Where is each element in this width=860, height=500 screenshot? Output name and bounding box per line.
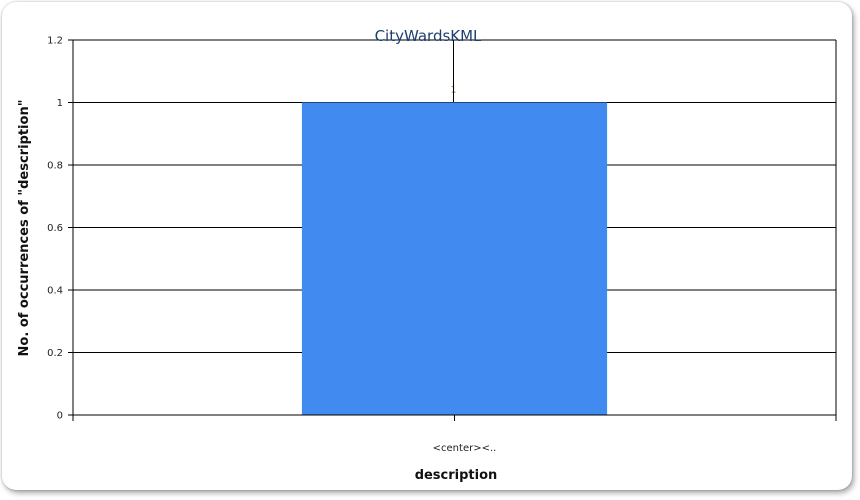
y-tick-label: 0.8 — [47, 161, 63, 172]
y-tick-label: 0.2 — [47, 348, 63, 359]
x-axis-label: description — [415, 468, 498, 483]
y-tick-label: 0 — [57, 411, 63, 422]
x-tick-label: <center><.. — [433, 443, 497, 454]
y-tick-label: 0.6 — [47, 223, 63, 234]
y-tick-label: 1.2 — [47, 36, 63, 47]
chart-title: CityWardsKML — [375, 27, 482, 45]
bar — [301, 102, 608, 415]
y-tick-label: 0.4 — [47, 286, 63, 297]
y-tick-label: 1 — [57, 98, 63, 109]
y-axis-ticks: 0 0.2 0.4 0.6 0.8 1 1.2 — [47, 36, 73, 422]
x-axis-ticks: <center><.. — [433, 415, 497, 454]
bars: 1 — [301, 40, 608, 415]
y-axis-label: No. of occurrences of "description" — [17, 100, 32, 357]
